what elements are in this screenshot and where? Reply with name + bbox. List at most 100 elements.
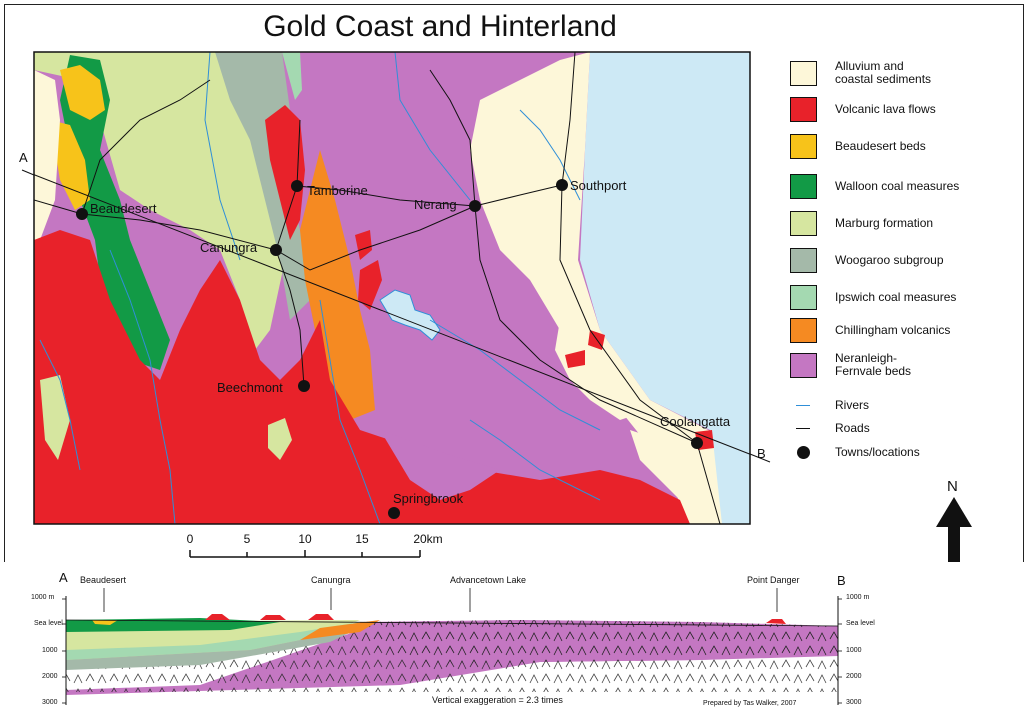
town-dot-coolangatta (691, 437, 703, 449)
town-label-beaudesert: Beaudesert (90, 201, 157, 216)
legend-item: Walloon coal measures (790, 171, 959, 201)
town-dot-canungra (270, 244, 282, 256)
legend-item: Alluvium and coastal sediments (790, 58, 931, 88)
section-label-a: A (19, 150, 28, 165)
legend-label: Beaudesert beds (835, 138, 926, 153)
legend-item: Rivers (790, 390, 869, 420)
legend-label: Roads (835, 420, 870, 435)
unit-walloon-coal (60, 55, 170, 370)
scale-tick-5: 5 (243, 532, 251, 546)
legend-item: Neranleigh- Fernvale beds (790, 350, 911, 380)
xsec-place-canungra: Canungra (311, 575, 351, 585)
legend-swatch (790, 96, 817, 122)
road-line-icon (796, 427, 810, 429)
town-dot-icon (797, 445, 810, 459)
legend-label: Walloon coal measures (835, 178, 960, 193)
town-label-canungra: Canungra (200, 240, 258, 255)
town-dot-tamborine (291, 180, 303, 192)
alluvium-patch (555, 320, 650, 420)
unit-chillingham-volcanics (300, 150, 375, 420)
scale-tick-0: 0 (186, 532, 194, 546)
xsec-place-beaudesert: Beaudesert (80, 575, 127, 585)
marburg-patch (40, 375, 70, 460)
depth-label-left: 3000 (42, 699, 58, 706)
town-dot-nerang (469, 200, 481, 212)
legend-label: Ipswich coal measures (835, 289, 957, 304)
legend-swatch (790, 210, 817, 236)
legend-label: Marburg formation (835, 215, 934, 230)
depth-label-right: 1000 m (846, 594, 870, 601)
credit: Prepared by Tas Walker, 2007 (703, 700, 797, 707)
section-stub (749, 453, 771, 463)
unit-beaudesert-beds (60, 65, 105, 120)
xsec-label-a: A (59, 570, 68, 585)
town-label-beechmont: Beechmont (217, 380, 283, 395)
town-label-coolangatta: Coolangatta (660, 414, 731, 429)
neranleigh-patch (380, 430, 500, 500)
town-dot-southport (556, 179, 568, 191)
geology-map (34, 52, 750, 524)
scale-tick-15: 15 (355, 532, 369, 546)
unit-volcanic-lava (34, 230, 690, 524)
rivers (39, 52, 601, 524)
town-dot-beechmont (298, 380, 310, 392)
north-label: N (947, 478, 958, 495)
legend-label: Alluvium and coastal sediments (835, 59, 932, 86)
xsec-place-advancetown: Advancetown Lake (450, 575, 527, 585)
legend-swatch (790, 317, 817, 343)
lava-patch (358, 260, 382, 310)
town-label-southport: Southport (570, 178, 627, 193)
section-label-b: B (757, 446, 766, 461)
map-title: Gold Coast and Hinterland (263, 10, 617, 43)
legend-item: Volcanic lava flows (790, 94, 936, 124)
unit-coastal-alluvium (470, 52, 722, 524)
map-border (33, 51, 751, 525)
town-markers (76, 179, 703, 519)
section-line (34, 174, 750, 455)
legend-swatch (790, 133, 817, 159)
roads (34, 52, 721, 524)
town-dot-beaudesert (76, 208, 88, 220)
scale-bar (189, 550, 421, 558)
vertical-exaggeration: Vertical exaggeration = 2.3 times (432, 695, 563, 705)
depth-label-left: Sea level (34, 620, 63, 627)
north-arrow-icon (936, 497, 972, 570)
legend-swatch (790, 60, 817, 86)
legend-label: Woogaroo subgroup (835, 252, 944, 267)
legend-label: Chillingham volcanics (835, 322, 951, 337)
scale-tick-20: 20km (413, 532, 443, 546)
legend-swatch (790, 173, 817, 199)
lava-tamborine (265, 105, 305, 240)
beaudesert-patch (50, 120, 90, 210)
river-line-icon (796, 404, 810, 406)
cross-section (62, 588, 842, 705)
legend-item: Ipswich coal measures (790, 282, 956, 312)
depth-label-right: Sea level (846, 620, 875, 627)
lava-patch (565, 350, 585, 368)
legend-swatch (790, 247, 817, 273)
legend-item: Woogaroo subgroup (790, 245, 944, 275)
legend-label: Neranleigh- Fernvale beds (835, 351, 912, 378)
legend-label: Volcanic lava flows (835, 101, 936, 116)
section-stub (21, 169, 35, 176)
marburg-patch (268, 418, 292, 460)
scale-tick-10: 10 (298, 532, 312, 546)
town-label-nerang: Nerang (414, 197, 457, 212)
legend-swatch (790, 284, 817, 310)
lava-patch (355, 230, 372, 260)
legend-label: Towns/locations (835, 444, 920, 459)
depth-label-left: 1000 m (31, 594, 55, 601)
legend-item: Roads (790, 413, 870, 443)
legend-item: Beaudesert beds (790, 131, 926, 161)
legend-swatch (790, 352, 817, 378)
xsec-place-point-danger: Point Danger (747, 575, 800, 585)
depth-label-right: 1000 (846, 647, 862, 654)
unit-ipswich-coal (282, 52, 302, 100)
town-dot-springbrook (388, 507, 400, 519)
depth-label-left: 1000 (42, 647, 58, 654)
alluvium-patch (630, 430, 700, 500)
depth-label-right: 3000 (846, 699, 862, 706)
unit-marburg (34, 52, 285, 350)
legend-item: Towns/locations (790, 437, 920, 467)
